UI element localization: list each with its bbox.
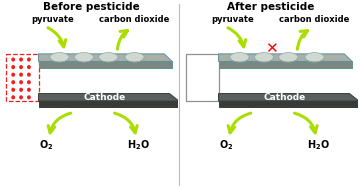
Polygon shape (219, 101, 359, 107)
Polygon shape (39, 94, 179, 101)
Circle shape (19, 88, 23, 92)
Text: $\mathbf{H_2O}$: $\mathbf{H_2O}$ (307, 139, 330, 153)
Text: After pesticide: After pesticide (227, 2, 315, 12)
Ellipse shape (125, 53, 144, 62)
Ellipse shape (50, 53, 69, 62)
Circle shape (11, 65, 15, 69)
Polygon shape (186, 54, 219, 101)
Circle shape (19, 80, 23, 84)
Text: pyruvate: pyruvate (211, 15, 254, 24)
Circle shape (27, 73, 31, 77)
Circle shape (27, 95, 31, 99)
Ellipse shape (305, 53, 324, 62)
Ellipse shape (99, 53, 118, 62)
Ellipse shape (279, 53, 298, 62)
Text: Cathode: Cathode (84, 93, 126, 102)
Polygon shape (39, 101, 179, 107)
Ellipse shape (254, 53, 274, 62)
Text: carbon dioxide: carbon dioxide (99, 15, 170, 24)
Text: $\mathbf{H_2O}$: $\mathbf{H_2O}$ (127, 139, 150, 153)
Circle shape (11, 95, 15, 99)
Circle shape (27, 88, 31, 92)
Polygon shape (39, 61, 172, 68)
Ellipse shape (230, 53, 249, 62)
Text: Cathode: Cathode (264, 93, 306, 102)
Polygon shape (6, 54, 39, 101)
Text: ✕: ✕ (265, 41, 278, 56)
Circle shape (27, 57, 31, 62)
Circle shape (27, 80, 31, 84)
Circle shape (11, 73, 15, 77)
Polygon shape (219, 94, 359, 101)
Circle shape (19, 73, 23, 77)
Circle shape (19, 57, 23, 62)
Text: Before pesticide: Before pesticide (42, 2, 139, 12)
Circle shape (19, 95, 23, 99)
Text: $\mathbf{O_2}$: $\mathbf{O_2}$ (219, 139, 234, 153)
Circle shape (19, 65, 23, 69)
Text: pyruvate: pyruvate (31, 15, 74, 24)
Circle shape (11, 80, 15, 84)
Text: carbon dioxide: carbon dioxide (279, 15, 350, 24)
Polygon shape (219, 61, 352, 68)
Polygon shape (219, 54, 352, 61)
Circle shape (11, 57, 15, 62)
Ellipse shape (74, 53, 94, 62)
Circle shape (11, 88, 15, 92)
Text: $\mathbf{O_2}$: $\mathbf{O_2}$ (39, 139, 54, 153)
Circle shape (27, 65, 31, 69)
Polygon shape (39, 54, 172, 61)
